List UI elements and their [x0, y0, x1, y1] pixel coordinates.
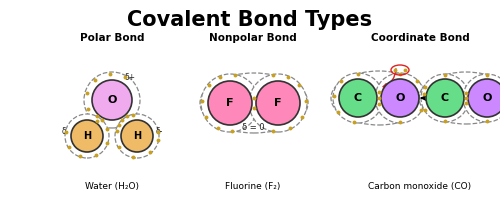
Text: Covalent Bond Types: Covalent Bond Types: [128, 10, 372, 30]
Text: O: O: [396, 93, 404, 103]
Text: δ = 0: δ = 0: [242, 124, 264, 132]
Text: Nonpolar Bond: Nonpolar Bond: [209, 33, 297, 43]
Circle shape: [468, 79, 500, 117]
Ellipse shape: [249, 74, 307, 132]
Circle shape: [208, 81, 252, 125]
Ellipse shape: [65, 114, 109, 158]
Text: F: F: [226, 98, 234, 108]
Text: H: H: [133, 131, 141, 141]
Text: δ-: δ-: [62, 128, 68, 136]
Ellipse shape: [115, 114, 159, 158]
Ellipse shape: [421, 74, 469, 122]
Ellipse shape: [201, 74, 259, 132]
Text: C: C: [441, 93, 449, 103]
Text: Polar Bond: Polar Bond: [80, 33, 144, 43]
Text: H: H: [83, 131, 91, 141]
Circle shape: [426, 79, 464, 117]
Text: δ+: δ+: [124, 73, 136, 83]
Circle shape: [339, 79, 377, 117]
Circle shape: [121, 120, 153, 152]
Text: Water (H₂O): Water (H₂O): [85, 182, 139, 191]
Ellipse shape: [200, 73, 308, 133]
Circle shape: [92, 80, 132, 120]
Text: δ-: δ-: [156, 128, 162, 136]
Circle shape: [256, 81, 300, 125]
Ellipse shape: [375, 73, 425, 123]
Ellipse shape: [333, 73, 383, 123]
Circle shape: [381, 79, 419, 117]
Ellipse shape: [331, 71, 427, 125]
Circle shape: [71, 120, 103, 152]
Text: O: O: [482, 93, 492, 103]
Text: Carbon monoxide (CO): Carbon monoxide (CO): [368, 182, 472, 191]
Text: C: C: [354, 93, 362, 103]
Text: F: F: [274, 98, 282, 108]
Ellipse shape: [419, 72, 500, 124]
Text: Fluorine (F₂): Fluorine (F₂): [226, 182, 280, 191]
Text: O: O: [108, 95, 116, 105]
Text: Coordinate Bond: Coordinate Bond: [370, 33, 470, 43]
Ellipse shape: [463, 74, 500, 122]
Ellipse shape: [84, 72, 140, 128]
